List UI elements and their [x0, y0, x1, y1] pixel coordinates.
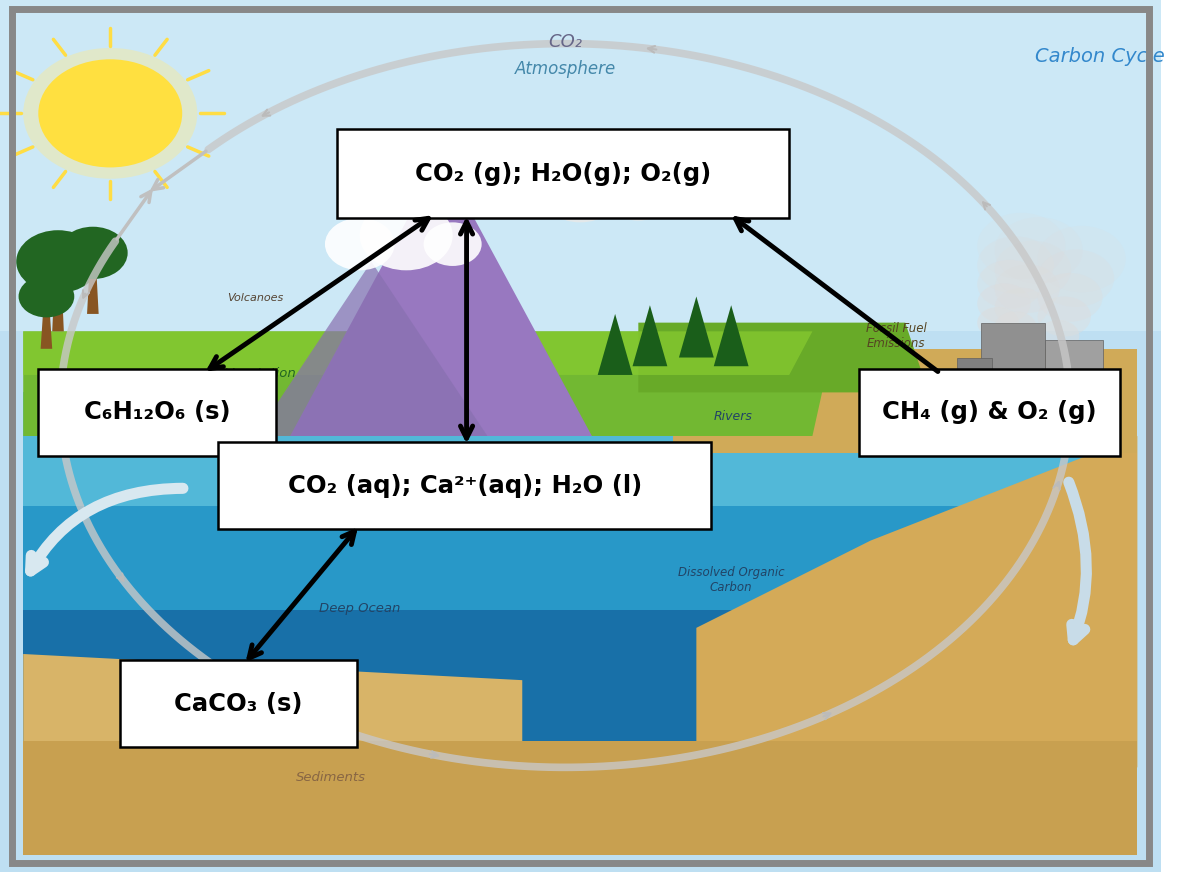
Text: Atmosphere: Atmosphere — [515, 60, 616, 78]
Polygon shape — [24, 331, 813, 375]
FancyBboxPatch shape — [119, 660, 357, 747]
Polygon shape — [638, 323, 928, 392]
Polygon shape — [40, 314, 52, 349]
FancyBboxPatch shape — [958, 358, 992, 436]
FancyBboxPatch shape — [859, 369, 1120, 456]
Circle shape — [424, 222, 482, 266]
Polygon shape — [714, 305, 748, 366]
Polygon shape — [673, 349, 1138, 453]
Polygon shape — [52, 279, 64, 331]
Circle shape — [540, 161, 621, 222]
Circle shape — [994, 217, 1083, 283]
FancyBboxPatch shape — [1045, 340, 1103, 436]
FancyBboxPatch shape — [1019, 419, 1037, 436]
Polygon shape — [0, 331, 1160, 872]
Text: Volcanoes: Volcanoes — [227, 293, 284, 303]
Circle shape — [994, 288, 1048, 328]
Circle shape — [994, 311, 1037, 343]
FancyBboxPatch shape — [337, 129, 789, 218]
Circle shape — [19, 276, 74, 317]
Polygon shape — [87, 270, 99, 314]
Text: Marine Bi...: Marine Bi... — [371, 519, 437, 531]
Polygon shape — [256, 262, 488, 436]
Text: CO₂ (g); H₂O(g); O₂(g): CO₂ (g); H₂O(g); O₂(g) — [415, 161, 712, 186]
Text: CO₂ (aq); Ca²⁺(aq); H₂O (l): CO₂ (aq); Ca²⁺(aq); H₂O (l) — [287, 473, 642, 498]
Polygon shape — [24, 392, 1138, 767]
Polygon shape — [696, 436, 1138, 767]
Circle shape — [39, 59, 183, 167]
Circle shape — [1038, 226, 1126, 292]
Text: Dissolved Organic
Carbon: Dissolved Organic Carbon — [677, 566, 785, 594]
Text: CH₄ (g) & O₂ (g): CH₄ (g) & O₂ (g) — [882, 400, 1097, 425]
Polygon shape — [24, 506, 1138, 767]
Text: C₆H₁₂O₆ (s): C₆H₁₂O₆ (s) — [84, 400, 231, 425]
Polygon shape — [679, 296, 714, 358]
Circle shape — [476, 148, 569, 218]
Circle shape — [605, 172, 670, 221]
Circle shape — [16, 230, 100, 293]
Text: Surface Ocean: Surface Ocean — [503, 454, 600, 467]
Text: Sediments: Sediments — [296, 772, 366, 784]
Circle shape — [1038, 273, 1103, 322]
Circle shape — [1038, 249, 1114, 307]
Polygon shape — [24, 741, 1138, 855]
Circle shape — [424, 153, 505, 214]
Circle shape — [1038, 320, 1079, 351]
Text: Fossil Fuel
Emissions: Fossil Fuel Emissions — [866, 322, 926, 350]
Circle shape — [994, 241, 1071, 298]
Circle shape — [978, 307, 1019, 338]
Text: CO₂: CO₂ — [548, 33, 582, 51]
Polygon shape — [24, 331, 835, 436]
Circle shape — [978, 260, 1043, 309]
Polygon shape — [24, 610, 1138, 767]
Circle shape — [978, 236, 1054, 294]
Circle shape — [1038, 296, 1091, 337]
Polygon shape — [633, 305, 668, 366]
Polygon shape — [290, 157, 591, 436]
Text: CaCO₃ (s): CaCO₃ (s) — [174, 691, 303, 716]
Polygon shape — [24, 654, 522, 767]
FancyBboxPatch shape — [218, 442, 712, 529]
Polygon shape — [597, 314, 633, 375]
FancyBboxPatch shape — [995, 419, 1013, 436]
Text: Carbon Cycle: Carbon Cycle — [1035, 47, 1165, 66]
Circle shape — [978, 283, 1031, 324]
Text: Deep Ocean: Deep Ocean — [319, 603, 401, 615]
Circle shape — [58, 227, 127, 279]
Circle shape — [978, 213, 1065, 279]
Circle shape — [24, 48, 197, 179]
FancyBboxPatch shape — [981, 323, 1045, 436]
Text: Rivers: Rivers — [714, 411, 753, 423]
FancyBboxPatch shape — [39, 369, 276, 456]
Text: Vegetation: Vegetation — [225, 367, 297, 379]
Circle shape — [994, 264, 1060, 313]
Circle shape — [325, 218, 395, 270]
Circle shape — [359, 201, 452, 270]
